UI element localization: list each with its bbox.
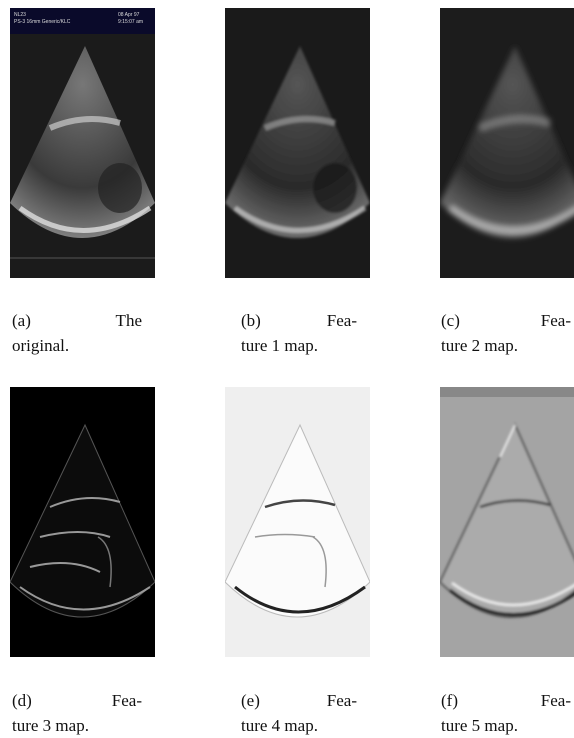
overlay-text: 9:15:07 am [118, 19, 143, 25]
caption-line: original. [12, 333, 142, 358]
overlay-text: NL23 [14, 12, 26, 18]
feature-map [225, 8, 370, 278]
caption: (b) Fea-ture 1 map. [241, 308, 357, 358]
caption-line: (b) Fea- [241, 308, 357, 333]
overlay-text: PS-3 16mm Generic/KLC [14, 19, 71, 25]
feature-map [10, 387, 155, 657]
image-feature-4 [225, 387, 370, 657]
overlay-text: 08 Apr 97 [118, 12, 140, 18]
feature-map [440, 387, 574, 657]
caption-line: ture 2 map. [441, 333, 571, 358]
feature-map [225, 387, 370, 657]
caption-line: (f) Fea- [441, 688, 571, 713]
caption: (d) Fea-ture 3 map. [12, 688, 142, 738]
ultrasound: NL23 PS-3 16mm Generic/KLC 08 Apr 97 9:1… [10, 8, 155, 278]
caption-line: ture 1 map. [241, 333, 357, 358]
caption-line: (d) Fea- [12, 688, 142, 713]
caption-line: (a) The [12, 308, 142, 333]
caption: (e) Fea-ture 4 map. [241, 688, 357, 738]
image-feature-3 [10, 387, 155, 657]
image-feature-2 [440, 8, 574, 278]
feature-map [440, 8, 574, 278]
image-feature-1 [225, 8, 370, 278]
caption-line: ture 5 map. [441, 713, 571, 738]
caption-line: (c) Fea- [441, 308, 571, 333]
image-feature-5 [440, 387, 574, 657]
caption-line: (e) Fea- [241, 688, 357, 713]
page: NL23 PS-3 16mm Generic/KLC 08 Apr 97 9:1… [0, 0, 574, 738]
caption: (f) Fea-ture 5 map. [441, 688, 571, 738]
caption-line: ture 3 map. [12, 713, 142, 738]
caption: (c) Fea-ture 2 map. [441, 308, 571, 358]
image-original: NL23 PS-3 16mm Generic/KLC 08 Apr 97 9:1… [10, 8, 155, 278]
caption-line: ture 4 map. [241, 713, 357, 738]
